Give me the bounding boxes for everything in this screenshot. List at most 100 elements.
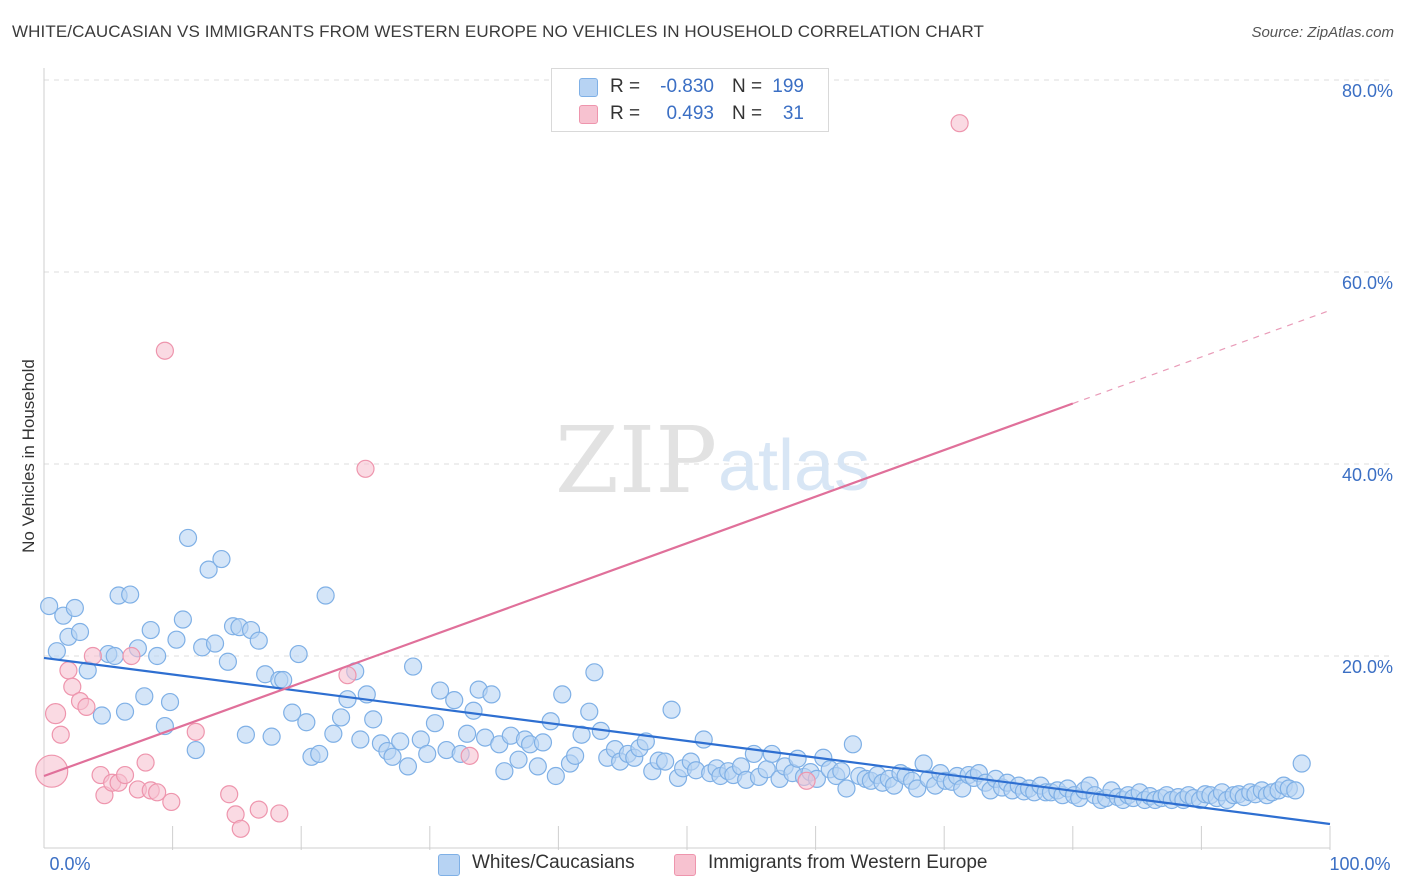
data-point-whites <box>837 779 856 798</box>
data-point-immigrants <box>122 646 141 666</box>
bottom-legend-label: Immigrants from Western Europe <box>708 852 988 873</box>
data-point-whites <box>297 713 316 732</box>
data-point-immigrants <box>51 725 70 744</box>
trend-lines <box>43 309 1331 826</box>
data-point-whites <box>316 586 335 605</box>
data-point-immigrants <box>44 702 67 725</box>
trend-line-whites <box>43 656 1331 826</box>
y-tick-label: 40.0% <box>1342 465 1393 485</box>
data-point-whites <box>425 714 445 733</box>
data-point-whites <box>788 749 807 768</box>
data-point-immigrants <box>136 753 155 772</box>
data-point-whites <box>262 727 281 746</box>
data-point-whites <box>656 752 675 771</box>
data-point-whites <box>391 732 410 751</box>
data-point-whites <box>383 747 402 766</box>
legend-swatch-blue <box>579 78 598 97</box>
data-point-whites <box>482 685 501 704</box>
data-point-whites <box>843 735 862 754</box>
data-point-whites <box>40 596 59 616</box>
axis-layer <box>43 68 1331 850</box>
source-label: Source: ZipAtlas.com <box>1251 24 1394 41</box>
data-point-whites <box>160 692 180 712</box>
legend-row-immigrants: R = 0.493 N = 31 <box>552 101 828 127</box>
data-point-whites <box>338 690 357 709</box>
data-point-whites <box>212 549 231 569</box>
data-point-whites <box>1286 781 1305 800</box>
data-point-whites <box>283 703 302 722</box>
correlation-legend: R = -0.830 N = 199 R = 0.493 N = 31 <box>551 68 829 132</box>
bottom-legend-swatch-pink <box>674 854 696 876</box>
data-point-whites <box>533 733 553 752</box>
data-point-whites <box>324 724 343 743</box>
data-point-whites <box>274 670 293 690</box>
watermark: ZIP atlas <box>555 407 870 514</box>
data-point-whites <box>173 610 192 629</box>
data-point-whites <box>1292 754 1311 773</box>
data-point-immigrants <box>249 800 268 819</box>
data-point-whites <box>65 598 84 618</box>
y-tick-label: 80.0% <box>1342 81 1393 101</box>
grid-layer <box>44 79 1392 657</box>
data-point-whites <box>585 663 604 682</box>
trend-line-immigrants-extension <box>1072 309 1331 405</box>
watermark-zip: ZIP <box>555 407 717 514</box>
legend-n-value: 199 <box>772 76 804 97</box>
data-point-whites <box>310 744 329 764</box>
data-point-whites <box>141 620 160 640</box>
series-whites-points <box>40 528 1311 810</box>
x-tick-label: 100.0% <box>1329 854 1390 874</box>
data-point-immigrants <box>797 771 816 790</box>
watermark-atlas: atlas <box>718 426 870 506</box>
data-point-immigrants <box>231 819 250 838</box>
data-point-whites <box>541 712 560 731</box>
data-point-whites <box>398 757 418 776</box>
chart-title: WHITE/CAUCASIAN VS IMMIGRANTS FROM WESTE… <box>12 22 985 41</box>
data-point-whites <box>832 762 851 781</box>
data-point-whites <box>105 646 124 666</box>
data-point-whites <box>430 681 450 700</box>
data-point-whites <box>121 585 140 604</box>
data-point-whites <box>464 701 483 720</box>
legend-n-value: 31 <box>782 103 804 124</box>
data-point-whites <box>236 725 256 744</box>
data-point-immigrants <box>270 804 289 823</box>
legend-r-value: 0.493 <box>666 103 714 124</box>
data-point-whites <box>289 644 308 664</box>
data-point-whites <box>364 710 383 729</box>
data-point-whites <box>457 724 477 743</box>
data-point-immigrants <box>950 114 969 133</box>
legend-r-label: R = <box>610 76 641 97</box>
data-point-whites <box>115 702 135 721</box>
data-point-immigrants <box>35 754 69 788</box>
legend-row-whites: R = -0.830 N = 199 <box>552 74 828 100</box>
bottom-legend-label: Whites/Caucasians <box>472 852 635 873</box>
data-point-immigrants <box>115 765 135 785</box>
legend-swatch-pink <box>579 105 598 124</box>
data-point-whites <box>167 630 186 649</box>
data-point-immigrants <box>155 341 174 360</box>
data-point-whites <box>331 708 351 727</box>
data-point-whites <box>92 706 111 725</box>
data-point-whites <box>351 730 370 749</box>
data-point-whites <box>553 685 572 704</box>
data-point-immigrants <box>148 783 167 802</box>
data-point-whites <box>914 754 933 773</box>
data-point-immigrants <box>460 746 479 765</box>
data-point-whites <box>249 631 268 650</box>
data-point-whites <box>403 657 423 676</box>
data-point-whites <box>566 746 585 765</box>
legend-n-label: N = <box>732 103 763 124</box>
data-point-whites <box>178 528 198 548</box>
data-point-whites <box>418 744 437 764</box>
data-point-whites <box>580 702 599 721</box>
data-point-immigrants <box>59 661 78 680</box>
data-point-whites <box>199 560 218 579</box>
x-tick-label: 0.0% <box>49 854 90 874</box>
data-point-whites <box>662 700 681 719</box>
legend-n-label: N = <box>732 76 763 97</box>
data-point-whites <box>694 730 713 749</box>
data-point-whites <box>148 646 167 666</box>
data-point-immigrants <box>63 677 82 696</box>
